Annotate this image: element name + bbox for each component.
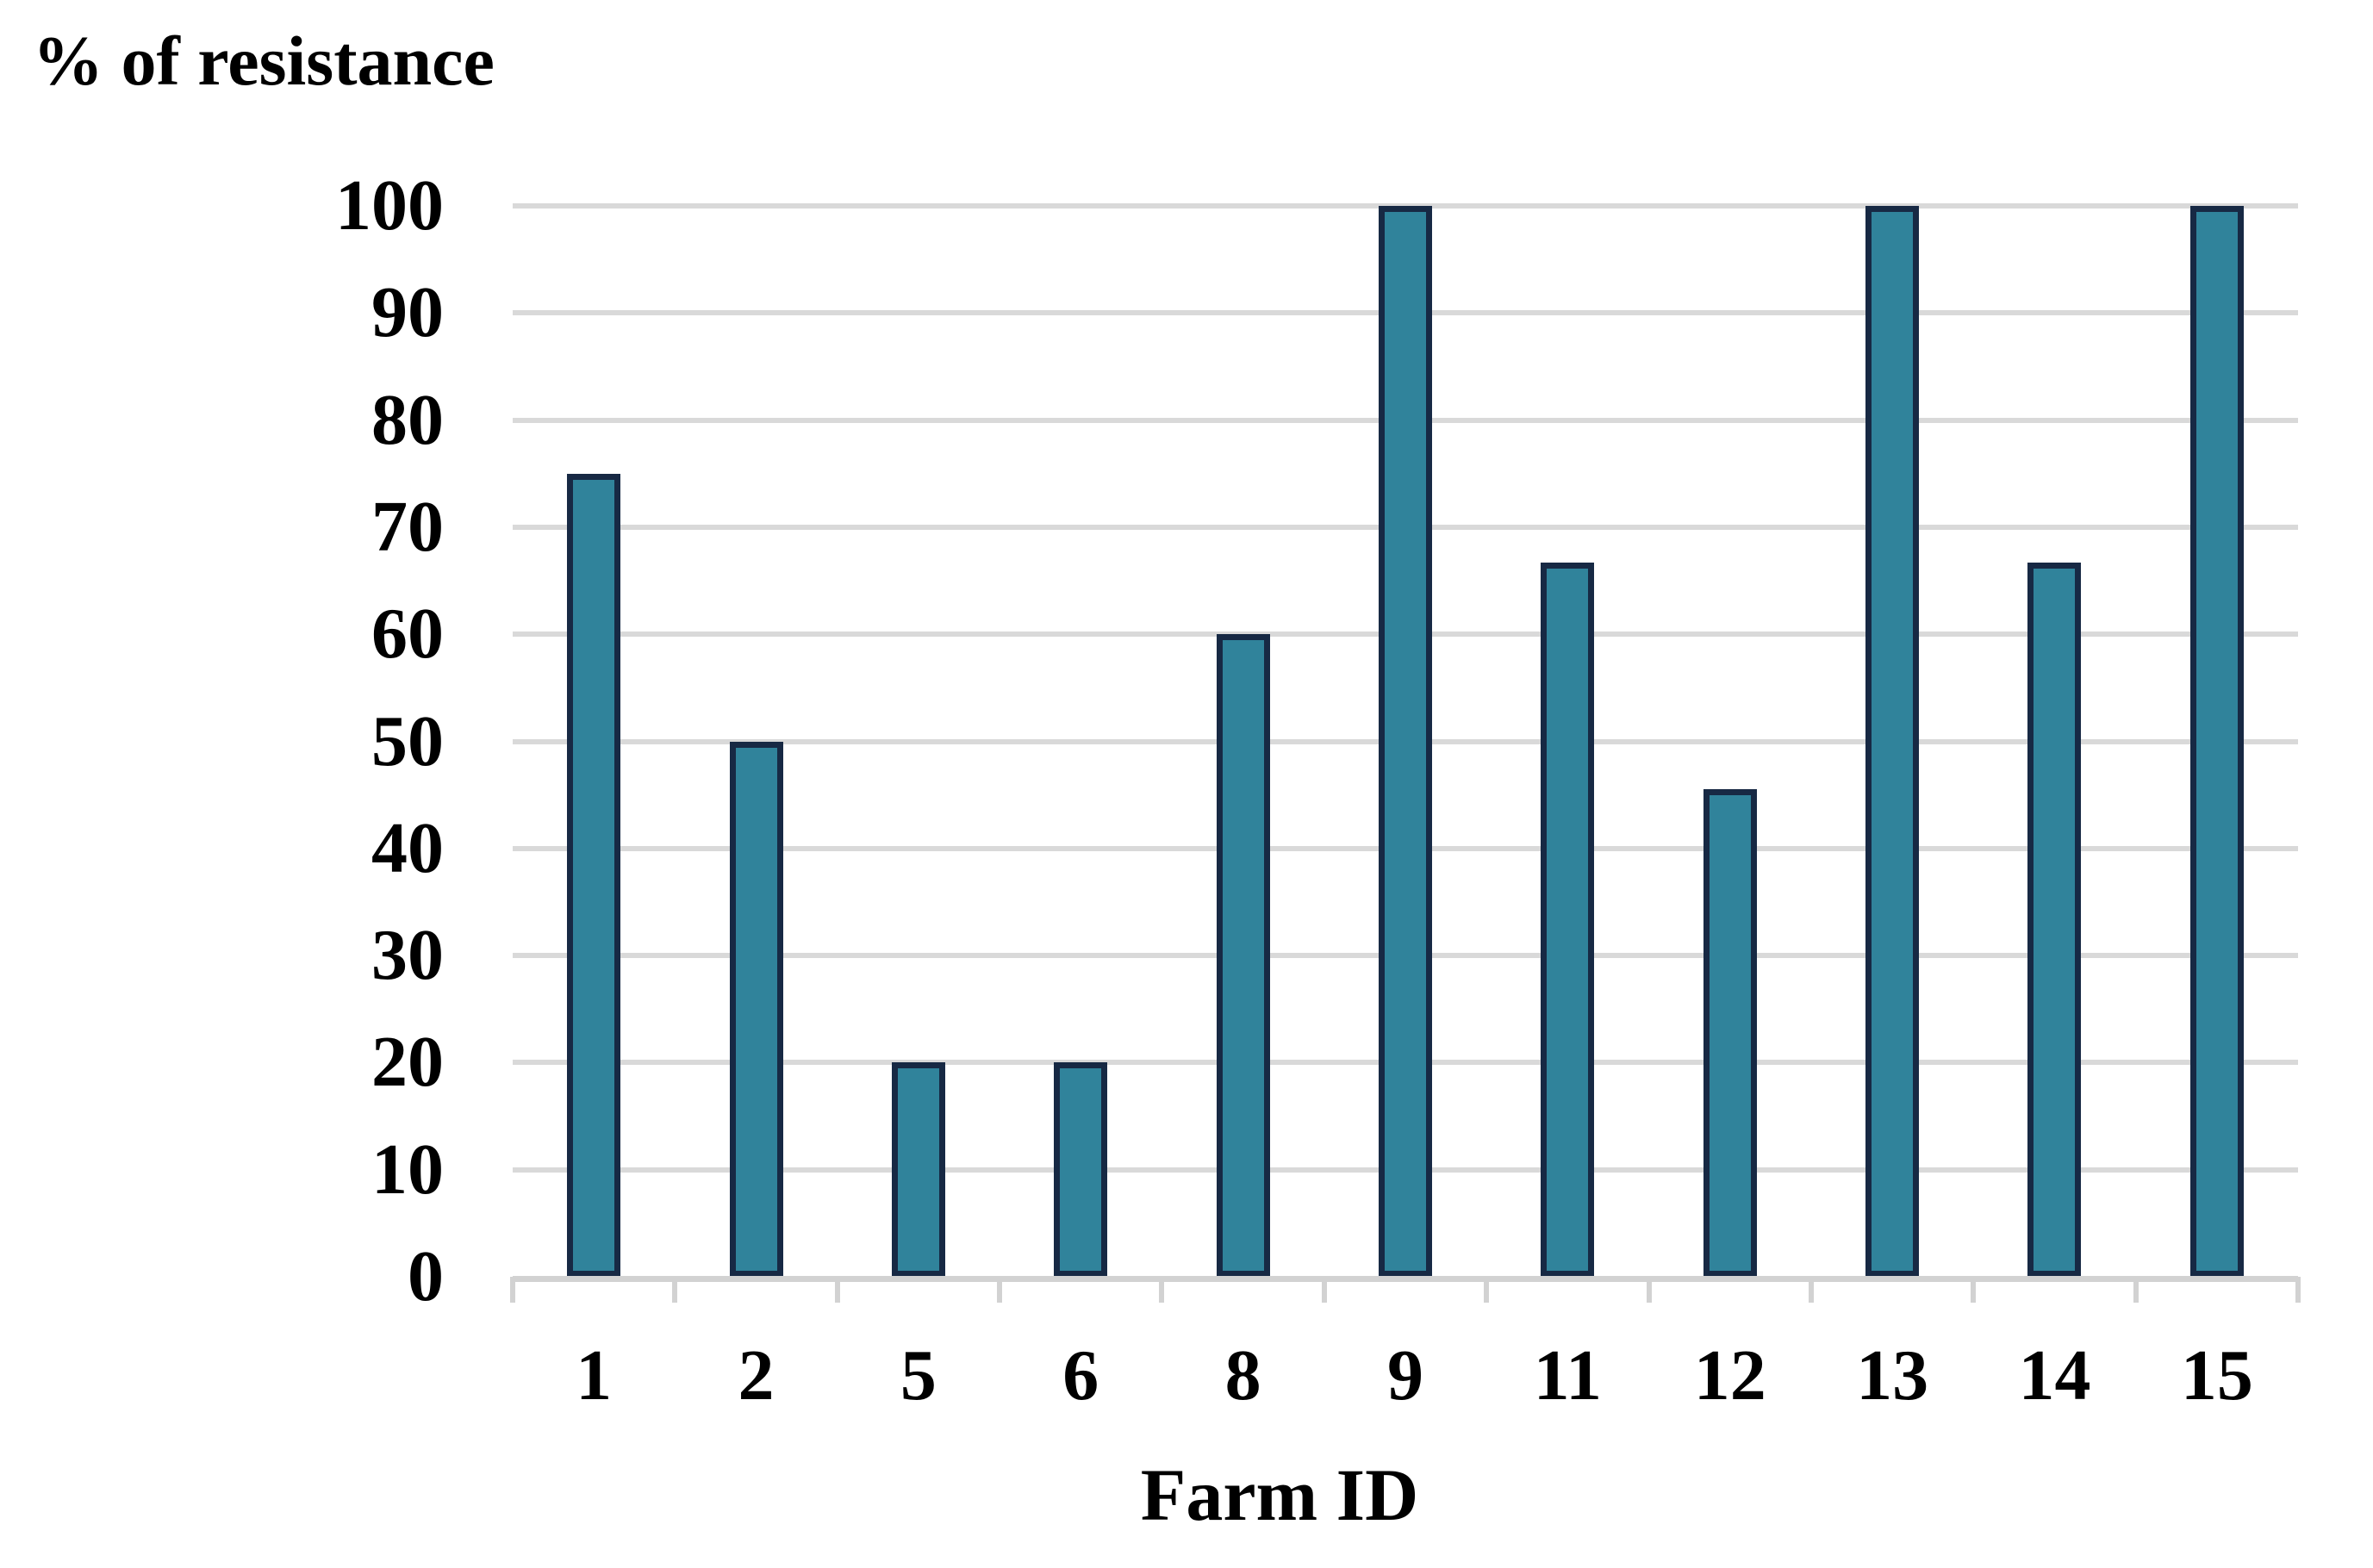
x-axis-tick-11 <box>2295 1277 2301 1303</box>
x-axis-tick-2 <box>834 1277 840 1303</box>
y-tick-label-30: 30 <box>371 915 444 996</box>
bar-farm-2 <box>729 741 783 1277</box>
x-tick-label-15: 15 <box>2180 1335 2253 1416</box>
y-tick-label-100: 100 <box>335 165 444 246</box>
x-tick-label-6: 6 <box>1062 1335 1099 1416</box>
y-tick-label-90: 90 <box>371 272 444 353</box>
y-tick-label-40: 40 <box>371 807 444 888</box>
x-tick-label-5: 5 <box>900 1335 937 1416</box>
x-tick-label-1: 1 <box>576 1335 613 1416</box>
x-axis-tick-5 <box>1321 1277 1327 1303</box>
x-axis-tick-10 <box>2133 1277 2139 1303</box>
bar-farm-6 <box>1054 1062 1108 1277</box>
x-tick-label-12: 12 <box>1693 1335 1766 1416</box>
bar-farm-14 <box>2027 562 2082 1277</box>
x-tick-label-2: 2 <box>738 1335 775 1416</box>
bar-farm-11 <box>1541 562 1595 1277</box>
y-tick-label-70: 70 <box>371 486 444 567</box>
x-tick-label-14: 14 <box>2018 1335 2091 1416</box>
bar-farm-8 <box>1216 634 1270 1277</box>
x-axis-tick-8 <box>1808 1277 1814 1303</box>
bar-farm-12 <box>1703 789 1757 1277</box>
y-tick-label-50: 50 <box>371 700 444 781</box>
x-tick-label-9: 9 <box>1387 1335 1423 1416</box>
x-axis-tick-7 <box>1646 1277 1652 1303</box>
bar-farm-15 <box>2189 206 2244 1277</box>
x-axis-tick-6 <box>1484 1277 1490 1303</box>
x-tick-label-11: 11 <box>1533 1335 1603 1416</box>
x-axis-tick-0 <box>510 1277 515 1303</box>
y-tick-label-20: 20 <box>371 1022 444 1103</box>
bar-farm-13 <box>1865 206 1920 1277</box>
x-axis-title: Farm ID <box>1140 1453 1419 1536</box>
y-tick-label-0: 0 <box>408 1236 444 1316</box>
bar-farm-9 <box>1379 206 1432 1277</box>
y-axis-title: % of resistance <box>33 22 495 100</box>
plot-area: 0 10 20 30 40 50 60 70 80 90 100 1 2 5 6 8 9 11 12 13 14 15 <box>335 170 2301 1412</box>
y-tick-label-80: 80 <box>371 379 444 460</box>
x-axis-tick-1 <box>672 1277 678 1303</box>
x-tick-label-13: 13 <box>1856 1335 1929 1416</box>
y-tick-label-10: 10 <box>371 1129 444 1210</box>
x-tick-label-8: 8 <box>1224 1335 1261 1416</box>
x-axis-tick-3 <box>997 1277 1003 1303</box>
y-tick-label-60: 60 <box>371 594 444 675</box>
x-axis-line <box>513 1276 2298 1282</box>
bar-farm-1 <box>567 473 621 1277</box>
x-axis-tick-4 <box>1159 1277 1165 1303</box>
bar-farm-5 <box>891 1062 945 1277</box>
x-axis-tick-9 <box>1971 1277 1977 1303</box>
